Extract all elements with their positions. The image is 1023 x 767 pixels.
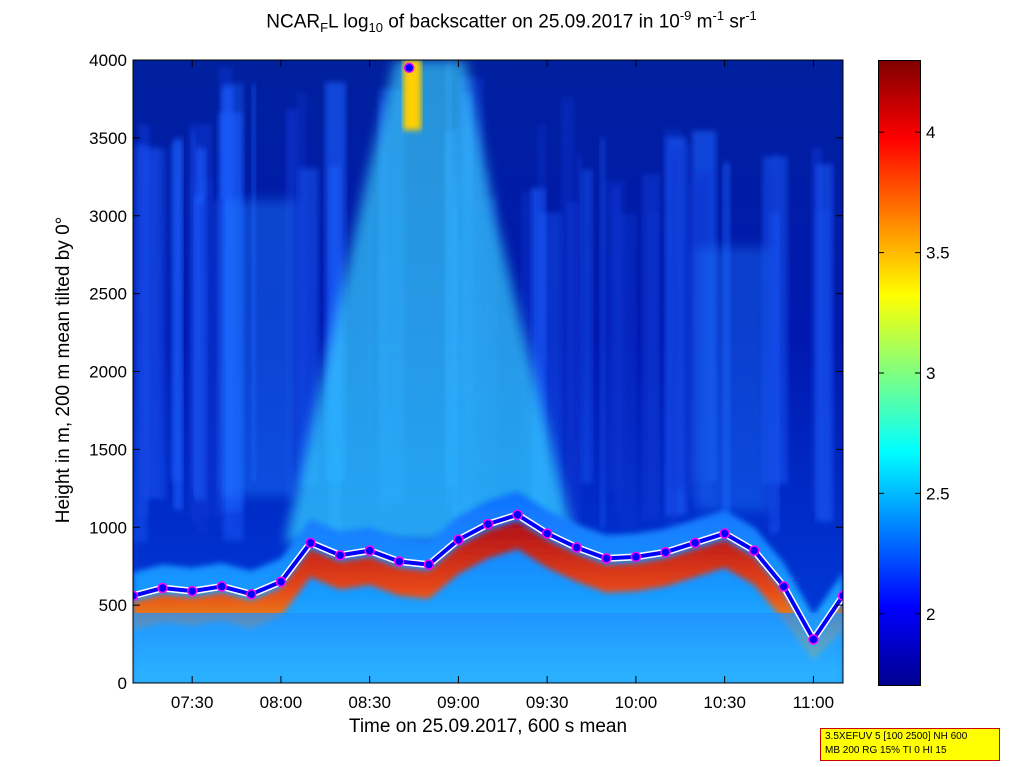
boundary-layer-point [186, 585, 198, 597]
boundary-layer-point [246, 588, 257, 600]
boundary-layer-point [689, 537, 701, 549]
colorbar-tick-label: 3.5 [926, 244, 950, 263]
x-tick-label: 09:30 [526, 693, 569, 712]
boundary-layer-point [482, 518, 494, 530]
heatmap-streak [566, 202, 579, 535]
heatmap-streak [144, 148, 167, 500]
aerosol-patch [695, 246, 770, 512]
x-tick-label: 10:00 [615, 693, 658, 712]
heatmap-streak [173, 138, 183, 510]
chart-title: NCARFL log10 of backscatter on 25.09.201… [266, 8, 757, 36]
boundary-layer-point [541, 528, 553, 539]
colorbar-tick-label: 4 [926, 123, 935, 142]
settings-infobox: 3.5XEFUV 5 [100 2500] NH 600 MB 200 RG 1… [820, 728, 1000, 761]
aerosol-plume [285, 60, 576, 543]
boundary-layer-point [157, 582, 168, 594]
x-tick-label: 08:30 [348, 693, 391, 712]
y-tick-label: 4000 [89, 51, 127, 70]
heatmap-streak [196, 203, 209, 534]
y-tick-label: 2500 [89, 285, 127, 304]
boundary-layer-point [364, 545, 375, 556]
boundary-layer-point [808, 634, 819, 645]
boundary-layer-point [719, 528, 730, 539]
heatmap-streak [133, 144, 148, 543]
y-tick-label: 2000 [89, 363, 127, 382]
boundary-layer-point [778, 581, 790, 592]
backscatter-heatmap: 0 500 1000 1500 2000 2500 3000 3500 4000 07:30 08:… [89, 51, 844, 712]
surface-layer [133, 612, 843, 683]
x-axis-label: Time on 25.09.2017, 600 s mean [348, 716, 628, 737]
boundary-layer-point [216, 581, 227, 592]
boundary-layer-point [837, 590, 843, 602]
y-tick-label: 3000 [89, 207, 127, 226]
x-tick-label: 11:00 [793, 693, 834, 712]
boundary-layer-point [275, 576, 287, 588]
heatmap-streak [580, 169, 593, 484]
heatmap-streak [298, 168, 319, 487]
heatmap-streak [815, 163, 834, 522]
colorbar-tick-label: 2 [926, 605, 935, 624]
y-axis-label: Height in m, 200 m mean tilted by 0° [53, 216, 74, 524]
colorbar-tick-label: 2.5 [926, 484, 950, 503]
boundary-layer-point [423, 559, 435, 570]
heatmap-streak [521, 191, 533, 495]
infobox-line-1: 3.5XEFUV 5 [100 2500] NH 600 [825, 731, 968, 742]
x-tick-label: 09:00 [437, 693, 480, 712]
boundary-layer-point [630, 551, 642, 563]
boundary-layer-point [305, 537, 316, 549]
infobox-line-2: MB 200 RG 15% TI 0 HI 15 [825, 745, 947, 756]
heatmap-streak [670, 153, 677, 526]
heatmap-streak [616, 213, 637, 528]
y-tick-label: 500 [99, 596, 127, 615]
y-tick-label: 1500 [89, 440, 127, 459]
heatmap-streak [647, 211, 659, 512]
y-tick-label: 0 [118, 674, 127, 693]
boundary-layer-point [601, 553, 612, 564]
colorbar: 2 2.5 3 3.5 4 [878, 60, 950, 686]
boundary-layer-point [334, 550, 346, 561]
heatmap-streak [576, 152, 582, 537]
boundary-layer-point [749, 545, 760, 556]
residual-layer-band [133, 521, 843, 660]
boundary-layer-point [133, 590, 139, 602]
aerosol-patch [221, 200, 296, 497]
heatmap-streak [763, 177, 776, 528]
heatmap-streak [213, 199, 225, 518]
x-tick-label: 10:30 [703, 693, 746, 712]
boundary-layer-point [571, 542, 582, 553]
colorbar-tick-label: 3 [926, 364, 935, 383]
plume-top-point [403, 62, 415, 74]
plume-top-hotspot [403, 60, 422, 131]
y-tick-label: 3500 [89, 129, 127, 148]
boundary-layer-point [512, 509, 523, 521]
boundary-layer-point [660, 546, 671, 558]
y-tick-label: 1000 [89, 518, 127, 537]
boundary-layer-point [394, 556, 405, 567]
x-tick-label: 07:30 [171, 693, 214, 712]
boundary-layer-point [453, 534, 464, 545]
x-tick-label: 08:00 [260, 693, 303, 712]
